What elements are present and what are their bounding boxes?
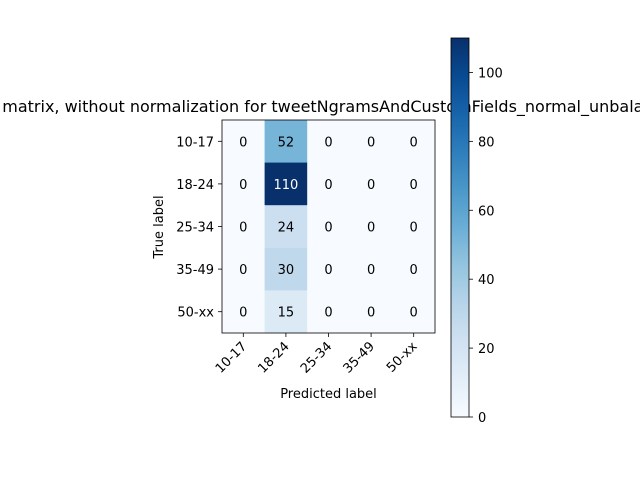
heatmap-cell (307, 205, 351, 249)
cell-value-label: 0 (410, 135, 418, 150)
x-axis-label: Predicted label (280, 387, 377, 402)
cell-value-label: 0 (239, 263, 247, 278)
colorbar-frame (450, 37, 470, 418)
cell-value-label: 0 (324, 306, 332, 321)
heatmap-cell (349, 290, 393, 334)
colorbar-tick-label: 80 (478, 135, 495, 150)
colorbar-tick-label: 40 (478, 273, 495, 288)
heatmap-cell (392, 247, 436, 291)
cell-value-label: 0 (239, 221, 247, 236)
cell-value-label: 0 (410, 221, 418, 236)
colorbar-ticks: 0 20 40 60 80 100 (469, 66, 503, 426)
heatmap-cell (307, 120, 351, 164)
cell-value-label: 0 (324, 178, 332, 193)
colorbar (451, 38, 469, 417)
x-axis-ticks: 10-17 18-24 25-34 35-49 50-xx (213, 333, 421, 377)
heatmap-cell (392, 162, 436, 206)
heatmap-cell (222, 205, 266, 249)
cell-value-label: 110 (273, 178, 298, 193)
cell-value-label: 0 (239, 135, 247, 150)
heatmap-cell (307, 162, 351, 206)
x-tick-label: 18-24 (255, 339, 292, 376)
heatmap-cell (349, 247, 393, 291)
cell-value-label: 0 (324, 135, 332, 150)
x-tick-label: 35-49 (341, 339, 378, 376)
y-tick-label: 18-24 (176, 178, 214, 193)
heatmap-cell (392, 205, 436, 249)
x-tick-label: 50-xx (384, 339, 421, 376)
y-tick-label: 25-34 (176, 221, 214, 236)
cell-value-label: 0 (367, 306, 375, 321)
heatmap-cell (392, 120, 436, 164)
colorbar-tick-label: 100 (478, 66, 503, 81)
y-axis-ticks: 10-17 18-24 25-34 35-49 50-xx (176, 135, 222, 321)
heatmap-cell (307, 290, 351, 334)
y-tick-label: 35-49 (176, 263, 214, 278)
y-tick-label: 50-xx (177, 306, 214, 321)
heatmap-cell (349, 162, 393, 206)
cell-value-label: 0 (367, 135, 375, 150)
x-tick-label: 10-17 (213, 339, 250, 376)
heatmap-cell (222, 120, 266, 164)
heatmap-cell (264, 247, 308, 291)
heatmap-cell (222, 247, 266, 291)
cell-value-label: 52 (278, 135, 295, 150)
heatmap-cell (222, 162, 266, 206)
cell-value-label: 0 (239, 306, 247, 321)
colorbar-tick-label: 0 (478, 411, 486, 426)
cell-value-labels: 0 52 0 0 0 0 110 0 0 0 0 24 0 0 0 0 30 0 0 0 0 15 0 0 0 (239, 135, 418, 320)
cell-value-label: 0 (367, 263, 375, 278)
cell-value-label: 0 (324, 263, 332, 278)
heatmap-cells (222, 120, 436, 334)
heatmap-cell (264, 162, 308, 206)
cell-value-label: 24 (278, 221, 295, 236)
heatmap-cell (349, 120, 393, 164)
cell-value-label: 0 (410, 306, 418, 321)
cell-value-label: 0 (367, 178, 375, 193)
cell-value-label: 0 (324, 221, 332, 236)
cell-value-label: 30 (278, 263, 295, 278)
cell-value-label: 0 (239, 178, 247, 193)
heatmap-cell (264, 290, 308, 334)
chart-title: Confusion matrix, without normalization … (0, 97, 640, 117)
heatmap-cell (222, 290, 266, 334)
y-tick-label: 10-17 (176, 135, 214, 150)
heatmap-cell (264, 205, 308, 249)
y-axis-label: True label (152, 195, 167, 259)
heatmap-cell (307, 247, 351, 291)
colorbar-tick-label: 20 (478, 342, 495, 357)
heatmap-cell (392, 290, 436, 334)
cell-value-label: 0 (410, 263, 418, 278)
colorbar-tick-label: 60 (478, 204, 495, 219)
cell-value-label: 0 (410, 178, 418, 193)
heatmap-cell (264, 120, 308, 164)
cell-value-label: 15 (278, 306, 295, 321)
cell-value-label: 0 (367, 221, 375, 236)
heatmap-cell (349, 205, 393, 249)
x-tick-label: 25-34 (298, 339, 335, 376)
